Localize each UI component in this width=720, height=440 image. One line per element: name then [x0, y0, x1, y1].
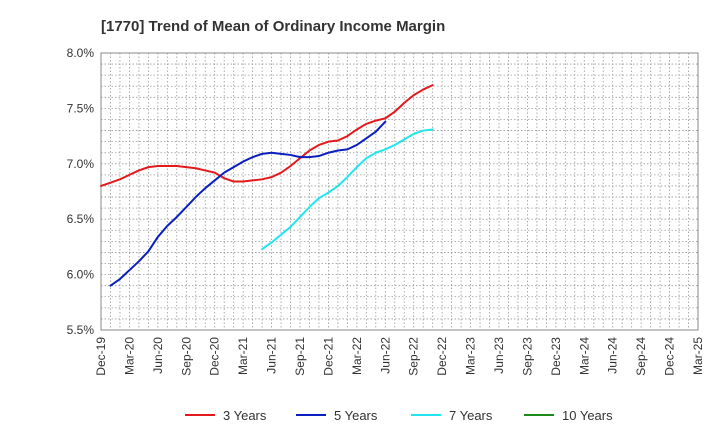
x-tick-label: Jun-23	[492, 337, 506, 374]
x-tick-label: Jun-22	[378, 337, 392, 374]
x-tick-label: Sep-21	[293, 337, 307, 376]
series-lines	[100, 84, 434, 287]
y-tick-label: 7.5%	[67, 101, 95, 115]
x-axis: Dec-19 Mar-20 Jun-20 Sep-20 Dec-20 Mar-21 Jun-…	[94, 337, 705, 376]
x-tick-label: Sep-23	[520, 337, 534, 376]
legend-label: 10 Years	[562, 408, 613, 423]
series-line	[109, 120, 387, 287]
y-tick-label: 7.0%	[67, 157, 95, 171]
legend-item: 3 Years	[185, 408, 267, 423]
x-tick-label: Dec-23	[549, 337, 563, 376]
series-line	[100, 84, 434, 187]
x-tick-label: Dec-20	[208, 337, 222, 376]
y-tick-label: 5.5%	[67, 323, 95, 337]
legend-label: 3 Years	[223, 408, 267, 423]
x-tick-label: Mar-20	[122, 337, 136, 375]
legend-label: 7 Years	[449, 408, 493, 423]
x-tick-label: Mar-25	[691, 337, 705, 375]
series-line	[261, 128, 434, 251]
legend-item: 7 Years	[411, 408, 493, 423]
x-tick-label: Dec-19	[94, 337, 108, 376]
x-tick-label: Mar-21	[236, 337, 250, 375]
x-tick-label: Jun-21	[265, 337, 279, 374]
y-tick-label: 6.0%	[67, 268, 95, 282]
x-tick-label: Dec-24	[663, 337, 677, 376]
x-tick-label: Dec-21	[321, 337, 335, 376]
x-tick-label: Sep-22	[407, 337, 421, 376]
legend: 3 Years 5 Years 7 Years 10 Years	[185, 408, 613, 423]
y-tick-label: 6.5%	[67, 212, 95, 226]
x-tick-label: Jun-20	[151, 337, 165, 374]
y-axis: 5.5% 6.0% 6.5% 7.0% 7.5% 8.0%	[67, 46, 95, 337]
chart-title: [1770] Trend of Mean of Ordinary Income …	[101, 18, 445, 35]
grid	[101, 53, 698, 330]
legend-item: 5 Years	[296, 408, 378, 423]
x-tick-label: Mar-23	[464, 337, 478, 375]
x-tick-label: Mar-22	[350, 337, 364, 375]
x-tick-label: Dec-22	[435, 337, 449, 376]
x-tick-label: Jun-24	[606, 337, 620, 374]
x-tick-label: Mar-24	[577, 337, 591, 375]
plot-frame	[100, 52, 699, 331]
legend-label: 5 Years	[334, 408, 378, 423]
x-tick-label: Sep-24	[634, 337, 648, 376]
legend-item: 10 Years	[524, 408, 613, 423]
y-tick-label: 8.0%	[67, 46, 95, 60]
x-tick-label: Sep-20	[179, 337, 193, 376]
